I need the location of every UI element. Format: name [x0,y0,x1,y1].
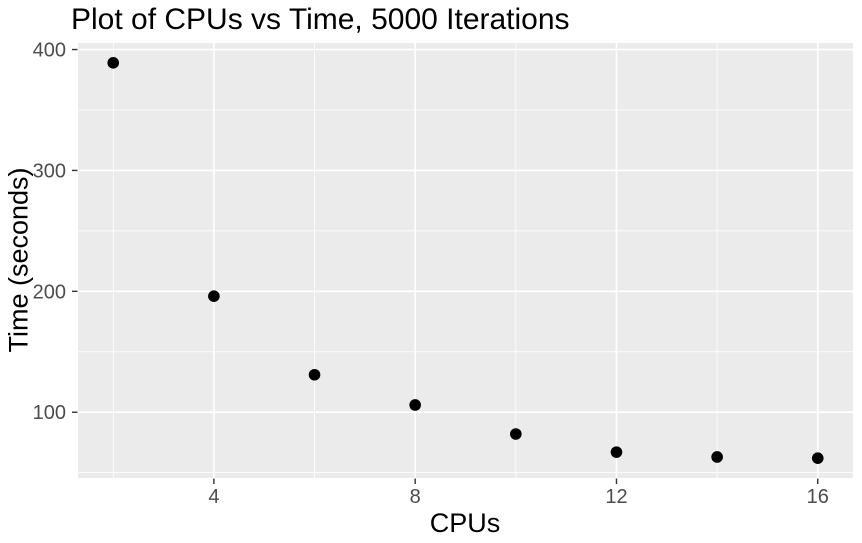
y-tick-label: 200 [33,281,66,303]
data-point [409,399,421,411]
x-tick-label: 4 [208,486,219,508]
x-tick-label: 12 [605,486,627,508]
data-point [610,446,623,458]
y-tick-label: 100 [33,402,66,424]
data-point [711,451,723,463]
data-point [510,428,522,440]
y-axis-title: Time (seconds) [3,167,34,353]
x-tick-label: 16 [807,486,829,508]
x-tick-label: 8 [410,486,421,508]
y-tick-label: 400 [33,40,66,62]
data-point [208,290,220,302]
panel-background [78,43,853,478]
data-point [107,57,120,69]
data-point [308,368,321,381]
data-point [811,452,824,464]
chart-title: Plot of CPUs vs Time, 5000 Iterations [71,3,570,36]
y-tick-label: 300 [33,160,66,182]
x-axis-title: CPUs [429,508,501,538]
